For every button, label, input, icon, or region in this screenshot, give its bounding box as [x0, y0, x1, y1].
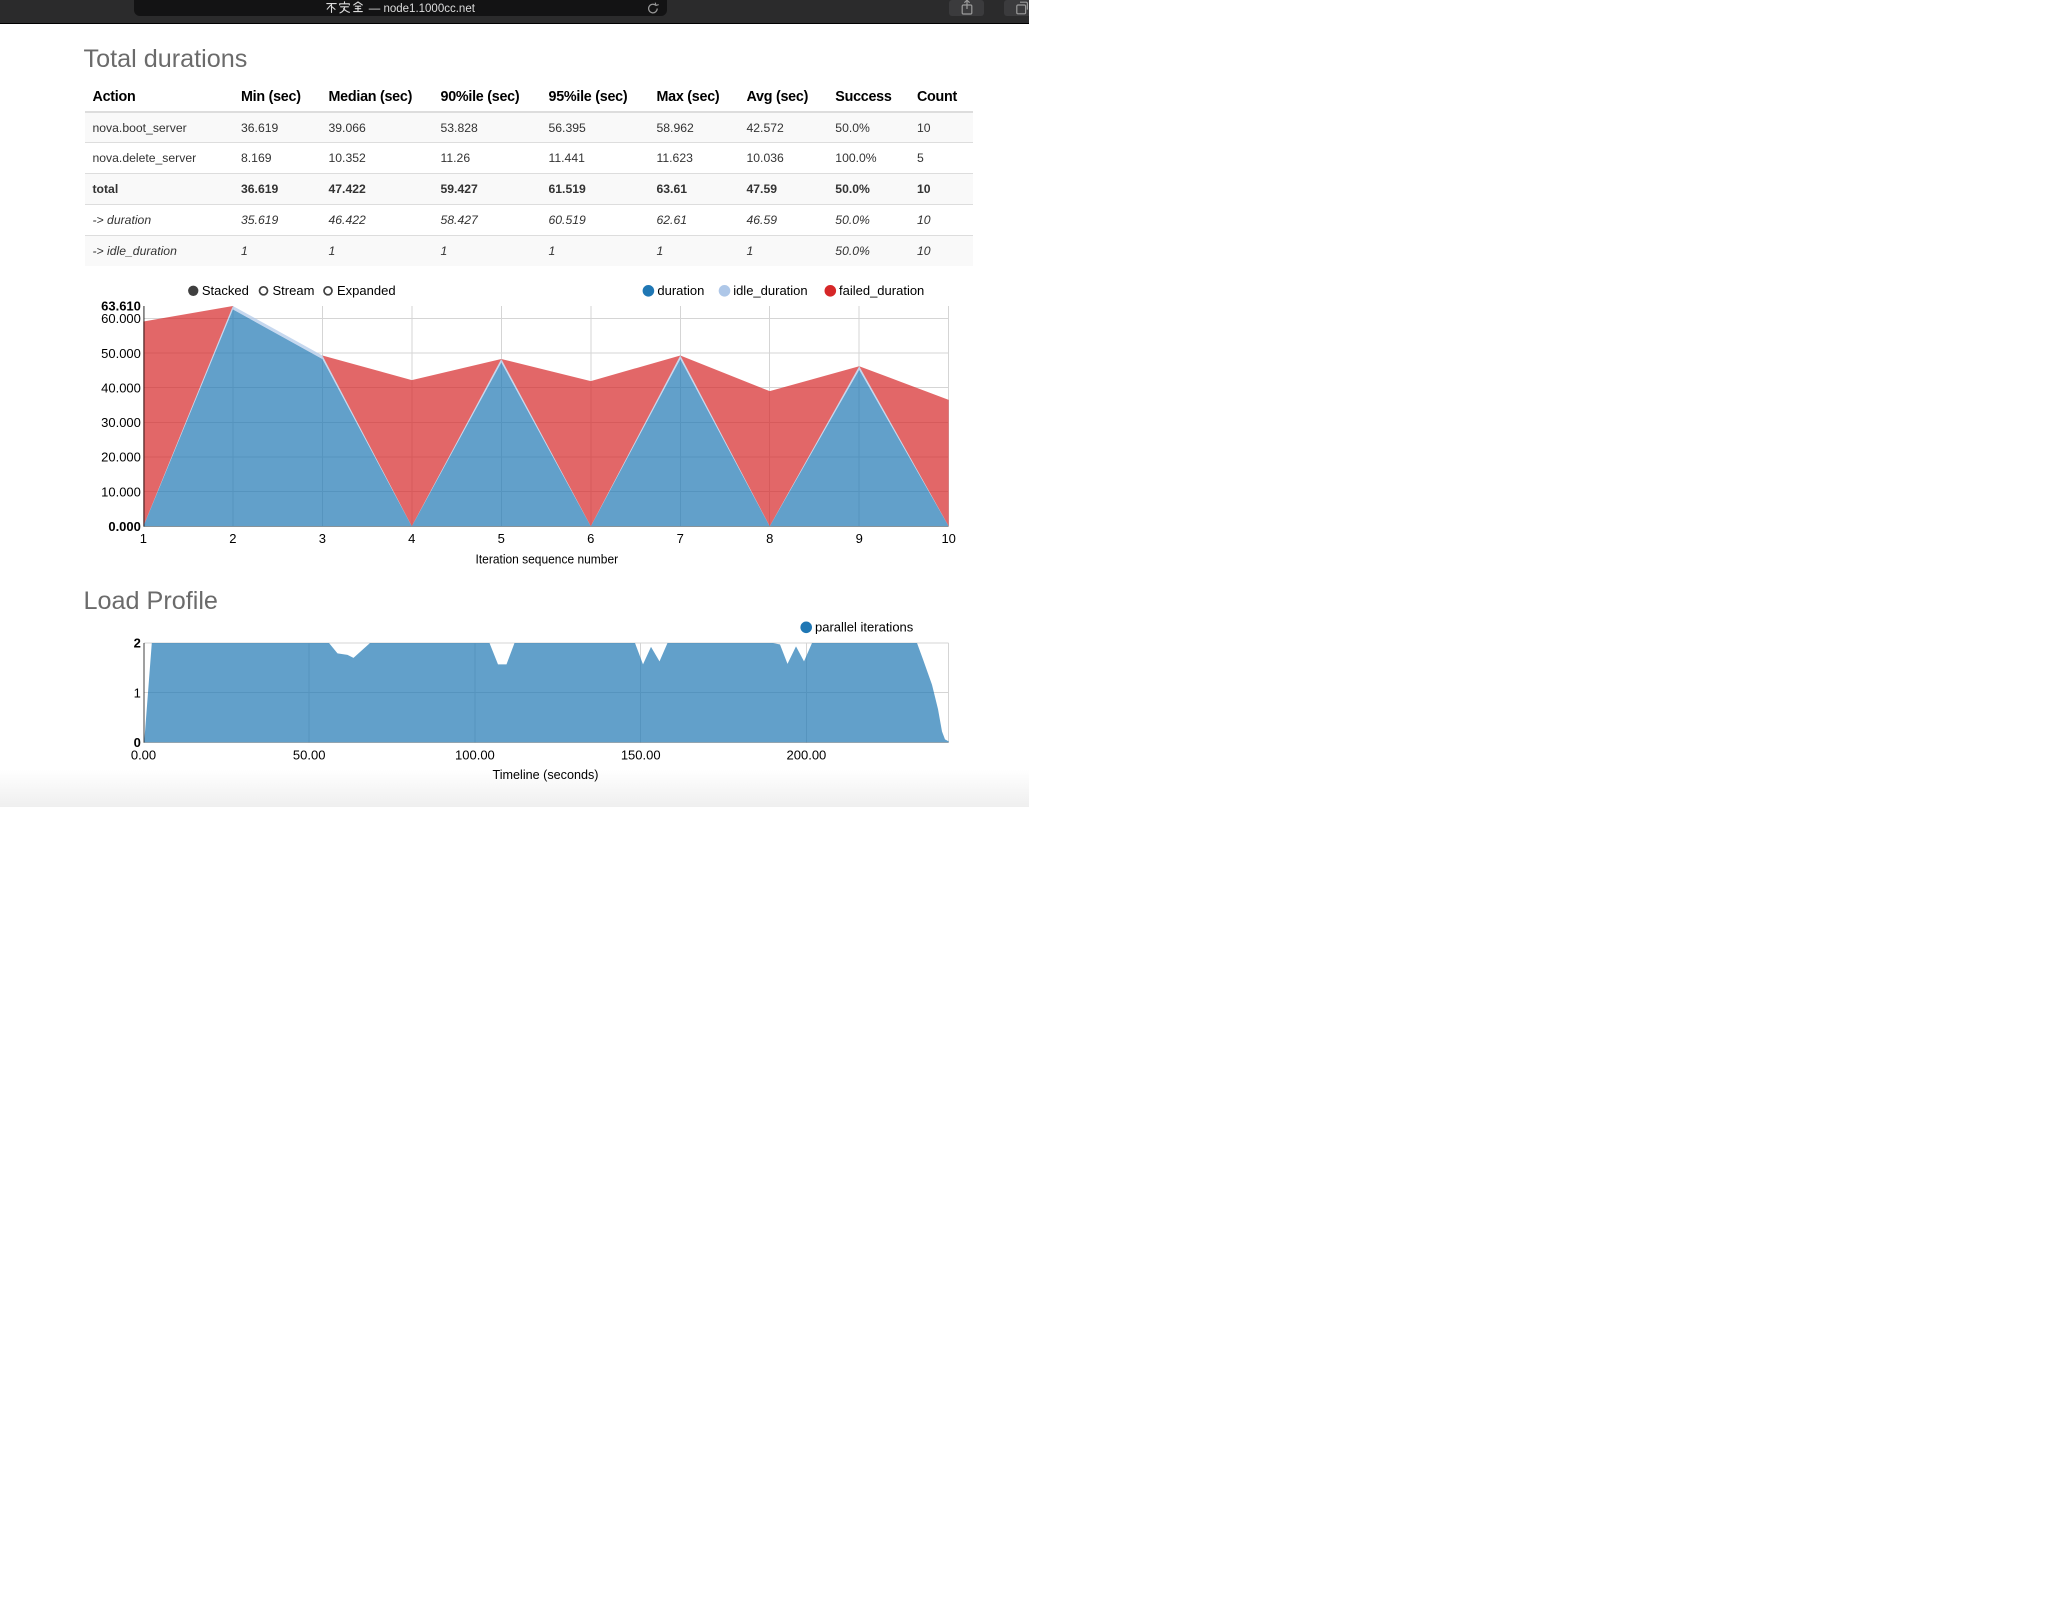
svg-text:Stacked: Stacked: [202, 283, 249, 298]
svg-text:6: 6: [587, 531, 594, 546]
svg-text:100.00: 100.00: [455, 748, 495, 763]
svg-text:2: 2: [134, 636, 141, 651]
svg-text:Iteration sequence number: Iteration sequence number: [476, 551, 619, 566]
svg-text:Expanded: Expanded: [337, 283, 396, 298]
svg-text:Timeline (seconds): Timeline (seconds): [493, 767, 599, 782]
svg-text:50.00: 50.00: [293, 748, 326, 763]
svg-text:50.000: 50.000: [101, 346, 141, 361]
svg-text:1: 1: [140, 531, 147, 546]
svg-text:10.000: 10.000: [101, 484, 141, 499]
svg-text:duration: duration: [657, 283, 704, 298]
svg-text:0.000: 0.000: [108, 519, 141, 534]
svg-text:20.000: 20.000: [101, 450, 141, 465]
svg-text:60.000: 60.000: [101, 311, 141, 326]
svg-text:63.610: 63.610: [101, 299, 141, 314]
svg-text:150.00: 150.00: [621, 748, 661, 763]
svg-text:Stream: Stream: [273, 283, 315, 298]
svg-text:3: 3: [319, 531, 326, 546]
svg-text:idle_duration: idle_duration: [733, 283, 807, 298]
svg-text:5: 5: [498, 531, 505, 546]
svg-text:10: 10: [941, 531, 955, 546]
svg-text:7: 7: [677, 531, 684, 546]
svg-text:30.000: 30.000: [101, 415, 141, 430]
svg-text:parallel iterations: parallel iterations: [815, 620, 914, 635]
svg-text:1: 1: [134, 685, 141, 700]
svg-text:failed_duration: failed_duration: [839, 283, 924, 298]
svg-text:2: 2: [229, 531, 236, 546]
svg-text:40.000: 40.000: [101, 380, 141, 395]
svg-text:8: 8: [766, 531, 773, 546]
svg-text:4: 4: [408, 531, 415, 546]
svg-text:200.00: 200.00: [787, 748, 827, 763]
svg-text:9: 9: [856, 531, 863, 546]
svg-text:0: 0: [134, 735, 141, 750]
svg-text:0.00: 0.00: [131, 748, 156, 763]
